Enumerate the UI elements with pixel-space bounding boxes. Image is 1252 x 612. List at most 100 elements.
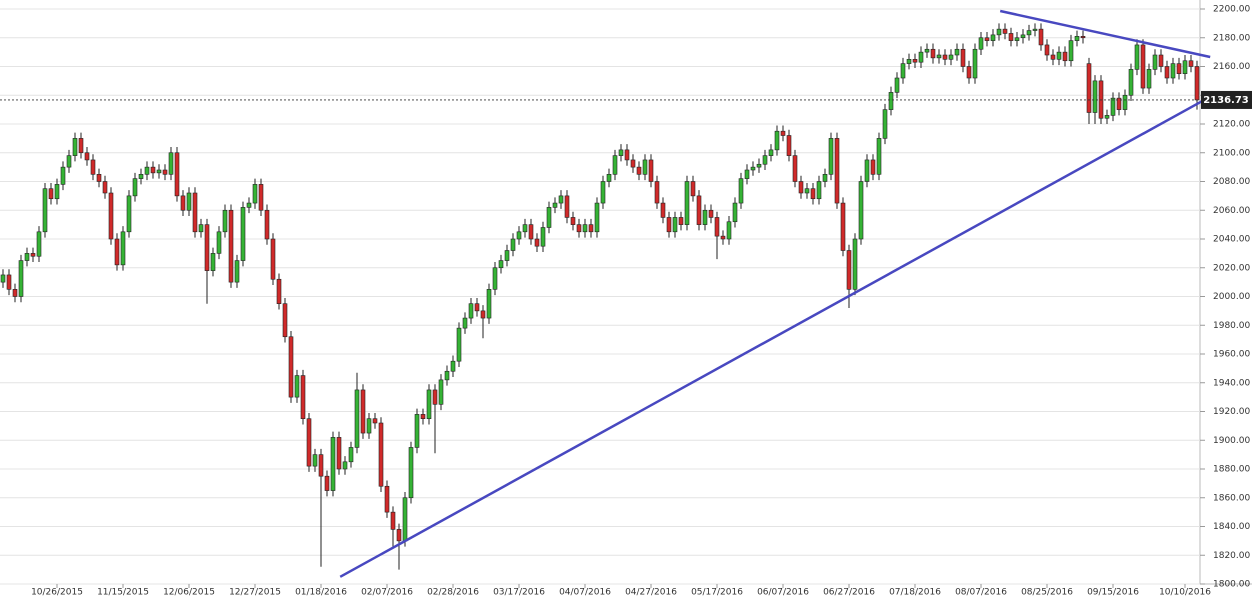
candle-body bbox=[864, 159, 870, 182]
candle-body bbox=[966, 66, 972, 79]
candle-body bbox=[978, 37, 984, 50]
candle-body bbox=[90, 159, 96, 175]
x-tick-label: 02/07/2016 bbox=[361, 588, 413, 598]
candle-body bbox=[54, 184, 60, 200]
y-tick-label: 2040.00 bbox=[1213, 235, 1250, 245]
candle-body bbox=[468, 303, 474, 319]
candle-body bbox=[282, 303, 288, 338]
x-tick-label: 06/07/2016 bbox=[757, 588, 809, 598]
candle-body bbox=[654, 181, 660, 204]
candle-body bbox=[1008, 33, 1014, 41]
candle-body bbox=[492, 267, 498, 290]
candle-body bbox=[984, 37, 990, 41]
candle-body bbox=[912, 59, 918, 63]
x-tick-label: 04/07/2016 bbox=[559, 588, 611, 598]
candle-body bbox=[486, 289, 492, 319]
candle-body bbox=[66, 155, 72, 168]
y-tick-label: 1820.00 bbox=[1213, 551, 1250, 561]
candle-body bbox=[750, 166, 756, 171]
x-tick-label: 07/18/2016 bbox=[889, 588, 941, 598]
candle-body bbox=[780, 130, 786, 136]
candle-body bbox=[96, 174, 102, 182]
candle-body bbox=[6, 274, 12, 290]
candle-body bbox=[582, 224, 588, 233]
candle-body bbox=[708, 209, 714, 218]
candle-body bbox=[1044, 44, 1050, 56]
candle-body bbox=[456, 327, 462, 362]
candle-body bbox=[810, 188, 816, 200]
candle-body bbox=[180, 195, 186, 211]
candle-body bbox=[480, 310, 486, 319]
candle-body bbox=[174, 152, 180, 197]
trendline bbox=[999, 9, 1211, 59]
candle-body bbox=[522, 224, 528, 233]
candle-body bbox=[360, 389, 366, 434]
candle-body bbox=[120, 231, 126, 266]
candle-body bbox=[126, 195, 132, 233]
candle-body bbox=[1122, 94, 1128, 110]
candle-body bbox=[540, 227, 546, 247]
candle-body bbox=[888, 92, 894, 110]
candle-body bbox=[216, 231, 222, 254]
candle-body bbox=[330, 437, 336, 491]
candle-body bbox=[954, 48, 960, 56]
candle-body bbox=[102, 181, 108, 194]
candle-body bbox=[1164, 66, 1170, 79]
candle-body bbox=[882, 109, 888, 139]
candle-body bbox=[252, 184, 258, 204]
candle-body bbox=[300, 375, 306, 419]
candle-body bbox=[1110, 97, 1116, 116]
x-tick-label: 10/26/2015 bbox=[31, 588, 83, 598]
candle-body bbox=[432, 389, 438, 405]
candle-body bbox=[1140, 44, 1146, 89]
candle-body bbox=[738, 178, 744, 204]
candle-body bbox=[588, 224, 594, 233]
candle-body bbox=[516, 231, 522, 240]
candle-body bbox=[792, 155, 798, 182]
candle-body bbox=[444, 370, 450, 381]
candle-body bbox=[834, 138, 840, 204]
candle-body bbox=[438, 379, 444, 405]
last-price-label: 2136.73 bbox=[1203, 95, 1249, 106]
candle-body bbox=[234, 260, 240, 283]
candle-body bbox=[1170, 63, 1176, 79]
last-price-box bbox=[1201, 90, 1252, 109]
x-tick-label: 08/07/2016 bbox=[955, 588, 1007, 598]
candle-body bbox=[270, 238, 276, 280]
x-tick-label: 03/17/2016 bbox=[493, 588, 545, 598]
candle-body bbox=[1116, 97, 1122, 110]
candle-body bbox=[972, 48, 978, 79]
y-tick-label: 1840.00 bbox=[1213, 522, 1250, 532]
y-tick-label: 1800.00 bbox=[1213, 580, 1250, 590]
candle-body bbox=[372, 418, 378, 424]
candle-body bbox=[900, 63, 906, 79]
candle-body bbox=[666, 217, 672, 233]
candle-body bbox=[450, 360, 456, 372]
y-tick-label: 2180.00 bbox=[1213, 33, 1250, 43]
candle-body bbox=[1074, 36, 1080, 41]
candle-body bbox=[546, 207, 552, 228]
candle-body bbox=[1038, 28, 1044, 46]
candle-body bbox=[732, 202, 738, 223]
candle-body bbox=[624, 149, 630, 161]
candle-body bbox=[210, 253, 216, 271]
candle-body bbox=[114, 238, 120, 266]
candle-body bbox=[498, 260, 504, 269]
y-tick-label: 1900.00 bbox=[1213, 436, 1250, 446]
candle-body bbox=[594, 202, 600, 233]
candle-body bbox=[918, 51, 924, 63]
y-tick-label: 1860.00 bbox=[1213, 493, 1250, 503]
candle-body bbox=[390, 511, 396, 530]
candle-body bbox=[84, 152, 90, 161]
candle-body bbox=[240, 207, 246, 261]
candle-body bbox=[198, 224, 204, 233]
candle-body bbox=[570, 217, 576, 225]
candle-body bbox=[1050, 54, 1056, 60]
candle-body bbox=[378, 422, 384, 487]
candle-body bbox=[510, 238, 516, 251]
candle-body bbox=[150, 166, 156, 174]
candle-body bbox=[1080, 36, 1086, 39]
candle-body bbox=[342, 461, 348, 470]
candle-body bbox=[1152, 54, 1158, 70]
